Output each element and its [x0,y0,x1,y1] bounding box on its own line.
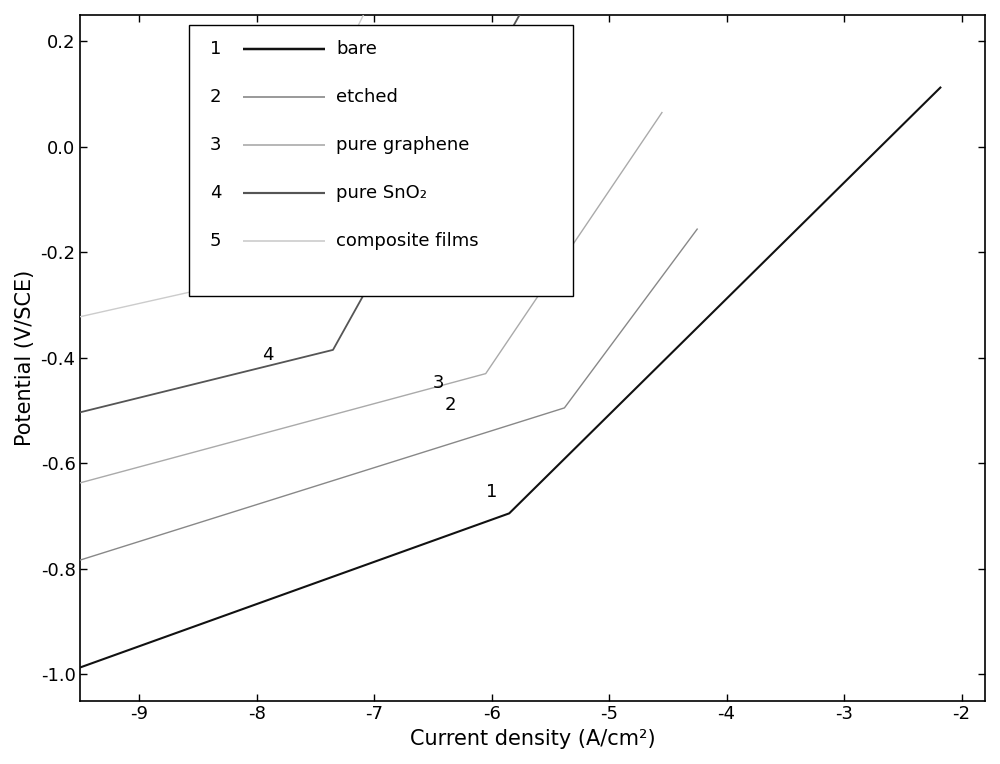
Text: 5: 5 [286,269,298,286]
Text: composite films: composite films [336,232,479,251]
Text: 1: 1 [486,484,497,501]
Text: 4: 4 [210,184,221,202]
Text: pure SnO₂: pure SnO₂ [336,184,427,202]
Text: 3: 3 [210,136,221,154]
Text: 3: 3 [433,374,444,392]
Text: etched: etched [336,89,398,106]
Text: 2: 2 [445,397,456,414]
Y-axis label: Potential (V/SCE): Potential (V/SCE) [15,270,35,446]
Text: 2: 2 [210,89,221,106]
FancyBboxPatch shape [189,25,573,296]
Text: pure graphene: pure graphene [336,136,470,154]
Text: 1: 1 [210,40,221,58]
Text: 4: 4 [263,346,274,364]
Text: bare: bare [336,40,377,58]
X-axis label: Current density (A/cm²): Current density (A/cm²) [410,729,656,749]
Text: 5: 5 [210,232,221,251]
